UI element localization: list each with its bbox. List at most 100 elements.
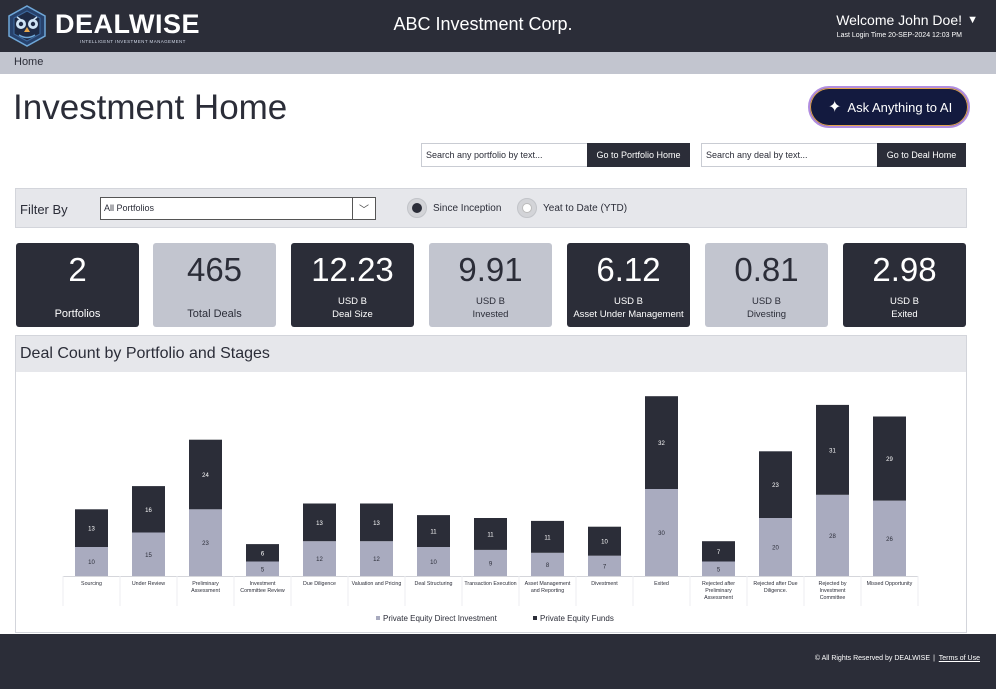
data-label: 10 [88,560,95,566]
portfolio-search-input[interactable] [421,143,587,167]
portfolio-filter-select[interactable]: All Portfolios ﹀ [100,197,376,220]
x-tick-label: Rejected after Due [753,581,797,587]
filter-label: Filter By [20,202,68,217]
data-label: 12 [373,557,380,563]
legend-swatch [376,616,380,620]
kpi-deal-size[interactable]: 12.23 USD B Deal Size [291,243,414,327]
data-label: 13 [88,527,95,533]
bar-segment-direct-investment [189,509,222,576]
data-label: 13 [373,521,380,527]
x-tick-label: Transaction Execution [464,581,516,587]
bar-segment-direct-investment [816,494,849,576]
data-label: 16 [145,508,152,514]
deal-search-input[interactable] [701,143,877,167]
chevron-down-icon[interactable]: ﹀ [352,198,375,219]
x-tick-label: Deal Structuring [415,581,453,587]
kpi-value: 9.91 [458,251,523,288]
data-label: 5 [717,567,721,573]
x-tick-label: Divestment [591,581,618,587]
data-label: 29 [886,457,893,463]
legend-label: Private Equity Direct Investment [383,614,498,623]
bar-segment-direct-investment [759,518,792,576]
legend-swatch [533,616,537,620]
data-label: 10 [430,560,437,566]
bar-segment-funds [189,439,222,510]
bar-segment-funds [246,544,279,562]
kpi-unit: USD B [613,296,644,307]
data-label: 30 [658,531,665,537]
deal-search: Go to Deal Home [701,143,966,167]
footer: © All Rights Reserved by DEALWISE | Term… [0,634,996,689]
bar-segment-funds [417,515,450,547]
bar-segment-funds [702,541,735,562]
owl-logo-icon [8,5,46,47]
kpi-label: Invested [472,309,509,320]
kpi-unit: USD B [751,296,782,307]
chart-header: Deal Count by Portfolio and Stages [16,336,966,372]
chart-title: Deal Count by Portfolio and Stages [20,345,270,362]
kpi-invested[interactable]: 9.91 USD B Invested [429,243,552,327]
ytd-radio[interactable]: Yeat to Date (YTD) [517,198,627,218]
bar-segment-funds [759,451,792,518]
data-label: 24 [202,473,209,479]
data-label: 26 [886,537,893,543]
kpi-portfolios[interactable]: 2 Portfolios [16,243,139,327]
x-tick-label: Committee Review [240,588,285,594]
data-label: 11 [430,530,437,536]
go-to-deal-home-button[interactable]: Go to Deal Home [877,143,966,167]
x-tick-label: Missed Opportunity [867,581,913,587]
bar-segment-funds [531,520,564,553]
x-tick-label: Preliminary [192,581,219,587]
welcome-user[interactable]: Welcome John Doe! [836,12,962,28]
kpi-unit: USD B [337,296,368,307]
breadcrumb-home[interactable]: Home [14,56,44,68]
page-title: Investment Home [13,88,288,127]
ask-ai-label: Ask Anything to AI [847,99,953,115]
brand-tagline: INTELLIGENT INVESTMENT MANAGEMENT [80,39,186,44]
go-to-portfolio-home-button[interactable]: Go to Portfolio Home [587,143,690,167]
bar-segment-funds [645,396,678,489]
ask-ai-button[interactable]: ✦ Ask Anything to AI [808,86,970,128]
bar-segment-direct-investment [645,489,678,576]
x-tick-label: Exited [654,581,669,587]
bar-segment-direct-investment [132,532,165,576]
x-tick-label: Valuation and Pricing [352,581,402,587]
data-label: 5 [261,567,265,573]
terms-of-use-link[interactable]: Terms of Use [938,655,980,662]
bar-segment-direct-investment [873,500,906,576]
since-inception-radio[interactable]: Since Inception [407,198,501,218]
portfolio-filter-value: All Portfolios [104,203,155,213]
footer-separator: | [933,655,935,662]
data-label: 10 [601,540,608,546]
caret-down-icon[interactable]: ▼ [967,14,978,26]
data-label: 23 [202,541,209,547]
bar-segment-direct-investment [417,547,450,576]
kpi-label: Divesting [746,309,787,320]
data-label: 28 [829,534,836,540]
kpi-label: Exited [891,309,918,320]
kpi-total-deals[interactable]: 465 Total Deals [153,243,276,327]
filter-bar: Filter By All Portfolios ﹀ Since Incepti… [15,188,967,228]
x-tick-label: Diligence. [764,588,787,594]
x-tick-label: and Reporting [531,588,564,594]
ytd-label: Yeat to Date (YTD) [543,202,628,214]
data-label: 7 [603,564,607,570]
kpi-value: 6.12 [596,251,661,288]
data-label: 12 [316,557,323,563]
x-tick-label: Under Review [132,581,165,587]
kpi-exited[interactable]: 2.98 USD B Exited [843,243,966,327]
x-tick-label: Rejected by [819,581,847,587]
x-tick-label: Assessment [704,595,733,601]
kpi-label: Asset Under Management [573,309,684,320]
x-tick-label: Investment [250,581,276,587]
kpi-aum[interactable]: 6.12 USD B Asset Under Management [567,243,690,327]
kpi-divesting[interactable]: 0.81 USD B Divesting [705,243,828,327]
x-tick-label: Asset Management [525,581,571,587]
bar-segment-funds [75,509,108,547]
bar-segment-direct-investment [75,547,108,576]
bar-segment-funds [588,526,621,556]
bar-segment-direct-investment [246,561,279,576]
brand-name: DEALWISE [55,9,201,39]
bar-segment-funds [816,404,849,495]
bar-segment-direct-investment [360,541,393,576]
